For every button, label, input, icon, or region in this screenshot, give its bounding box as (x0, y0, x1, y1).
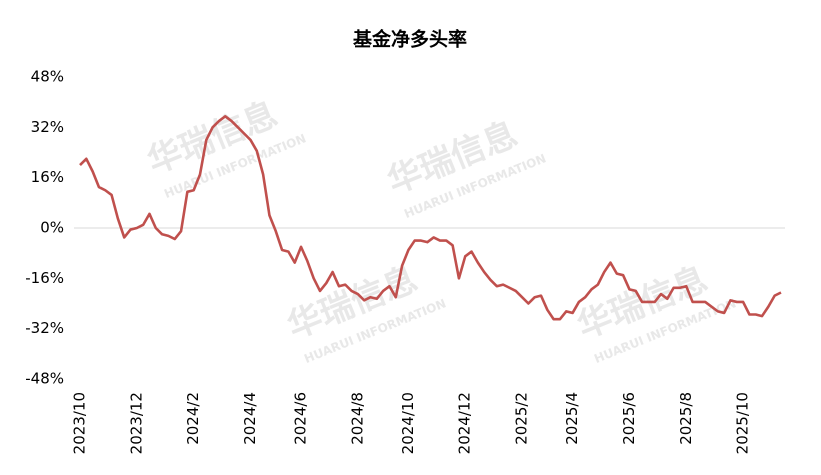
x-tick-label: 2024/8 (348, 392, 366, 445)
y-tick-label: 32% (31, 118, 64, 136)
x-tick-label: 2024/4 (241, 392, 259, 445)
y-tick-label: 0% (40, 219, 64, 237)
y-tick-label: -16% (25, 269, 64, 287)
x-tick-label: 2025/2 (513, 392, 531, 445)
x-tick-label: 2025/6 (620, 392, 638, 445)
x-tick-label: 2025/10 (734, 392, 752, 454)
y-tick-label: 48% (31, 68, 64, 86)
x-tick-label: 2023/10 (71, 392, 89, 454)
y-tick-label: -32% (25, 319, 64, 337)
watermark: 华瑞信息 华瑞信息 华瑞信息 华瑞信息 HUARUI INFORMATION H… (142, 94, 738, 366)
x-tick-label: 2024/2 (184, 392, 202, 445)
y-tick-label: 16% (31, 168, 64, 186)
y-tick-label: -48% (25, 370, 64, 388)
line-series (79, 115, 782, 321)
x-tick-label: 2025/8 (677, 392, 695, 445)
x-tick-label: 2024/12 (456, 392, 474, 454)
x-tick-label: 2023/12 (127, 392, 145, 454)
x-tick-label: 2024/10 (399, 392, 417, 454)
x-tick-label: 2025/4 (563, 392, 581, 445)
chart-title: 基金净多头率 (352, 28, 467, 51)
x-tick-label: 2024/6 (292, 392, 310, 445)
